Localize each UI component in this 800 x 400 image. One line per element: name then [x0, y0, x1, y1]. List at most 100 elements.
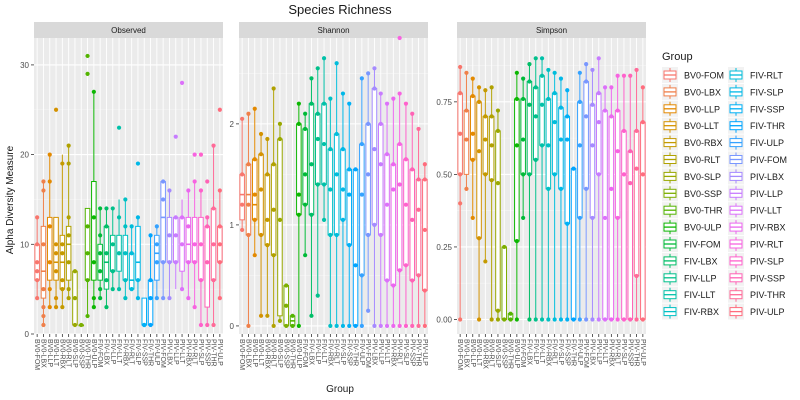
box-piv-thr: [633, 67, 640, 322]
box-iqr: [570, 168, 577, 320]
box-iqr: [589, 104, 596, 219]
box-piv-slp: [198, 152, 204, 328]
box-iqr: [314, 113, 321, 185]
data-point: [161, 179, 166, 184]
box-bv0-lbx: [463, 70, 470, 192]
y-tick-label: 1: [230, 221, 235, 230]
data-point: [129, 251, 134, 256]
x-tick-label: FIV-THR: [570, 339, 577, 366]
box-bv0-fom: [34, 215, 40, 301]
data-point: [205, 260, 210, 265]
data-point: [464, 137, 469, 142]
data-point: [271, 323, 276, 329]
data-point: [246, 323, 251, 329]
data-point: [154, 224, 159, 229]
x-tick-label: PIV-LLP: [172, 339, 179, 365]
data-point: [72, 322, 78, 328]
x-tick-label: PIV-SSP: [626, 339, 633, 367]
data-point: [565, 221, 570, 226]
data-point: [321, 217, 327, 222]
data-point: [397, 35, 402, 41]
data-point: [410, 217, 415, 222]
box-iqr: [198, 216, 204, 281]
box-iqr: [608, 115, 615, 320]
box-iqr: [346, 168, 353, 246]
data-point: [334, 232, 339, 238]
data-point: [372, 323, 377, 329]
box-iqr: [109, 234, 116, 272]
data-point: [596, 317, 601, 322]
panel-background: [457, 38, 646, 334]
data-point: [552, 317, 557, 322]
box-bv0-ssp: [78, 322, 85, 328]
data-point: [372, 86, 377, 91]
data-point: [303, 253, 308, 258]
data-point: [265, 136, 270, 142]
data-point: [615, 317, 620, 322]
data-point: [628, 149, 633, 154]
box-fiv-lbx: [103, 206, 110, 310]
data-point: [602, 108, 608, 113]
data-point: [41, 179, 46, 184]
data-point: [47, 224, 52, 229]
x-tick-label: PIV-FOM: [364, 339, 371, 368]
legend-item-bv0-slp: BV0-SLP: [662, 168, 721, 185]
data-point: [340, 217, 346, 222]
data-point: [359, 273, 364, 278]
legend-item-bv0-llp: BV0-LLP: [662, 100, 720, 117]
box-iqr: [532, 86, 539, 161]
data-point: [303, 111, 308, 116]
data-point: [521, 215, 526, 221]
data-point: [252, 106, 257, 111]
legend-label: BV0-RBX: [684, 138, 723, 148]
box-iqr: [251, 158, 258, 221]
data-point: [198, 242, 204, 247]
data-point: [303, 172, 308, 177]
x-tick-label: FIV-SSP: [140, 339, 147, 366]
box-iqr: [595, 92, 602, 175]
strip-label: Observed: [111, 26, 146, 35]
data-point: [35, 269, 40, 274]
data-point: [321, 182, 327, 187]
data-point: [334, 323, 339, 329]
data-point: [296, 101, 301, 106]
box-piv-llt: [384, 101, 390, 329]
x-tick-label: FIV-LBX: [102, 339, 109, 365]
box-bv0-llp: [251, 106, 258, 258]
box-iqr: [539, 75, 545, 146]
legend-item-fiv-slp: FIV-SLP: [728, 83, 784, 100]
legend-label: BV0-FOM: [684, 71, 724, 81]
x-tick-label: BV0-THR: [84, 339, 91, 369]
data-point: [546, 143, 551, 148]
box-iqr: [204, 225, 211, 308]
data-point: [514, 70, 519, 75]
y-tick-label: 0: [25, 330, 30, 339]
data-point: [35, 278, 40, 283]
data-point: [347, 323, 352, 329]
data-point: [104, 304, 109, 310]
data-point: [521, 137, 526, 142]
strip-label: Shannon: [317, 26, 349, 35]
x-tick-label: FIV-LLP: [314, 339, 321, 365]
box-bv0-ulp: [91, 89, 97, 310]
data-point: [198, 278, 204, 283]
strip-background: [457, 22, 646, 38]
data-point: [340, 91, 346, 96]
data-point: [347, 167, 352, 172]
data-point: [315, 136, 320, 142]
box-fiv-ulp: [577, 70, 583, 322]
legend-label: BV0-RLT: [684, 155, 721, 165]
data-point: [53, 107, 59, 112]
data-point: [565, 114, 570, 119]
legend-label: PIV-ULP: [750, 307, 785, 317]
x-tick-label: BV0-SLP: [71, 339, 78, 368]
data-point: [489, 178, 494, 183]
data-point: [546, 186, 551, 192]
data-point: [397, 268, 402, 273]
x-tick-label: BV0-FOM: [456, 339, 463, 370]
legend-label: FIV-FOM: [684, 240, 721, 250]
x-tick-label: PIV-SLP: [620, 339, 627, 366]
data-point: [258, 152, 264, 157]
data-point: [309, 101, 314, 106]
data-point: [410, 167, 415, 172]
